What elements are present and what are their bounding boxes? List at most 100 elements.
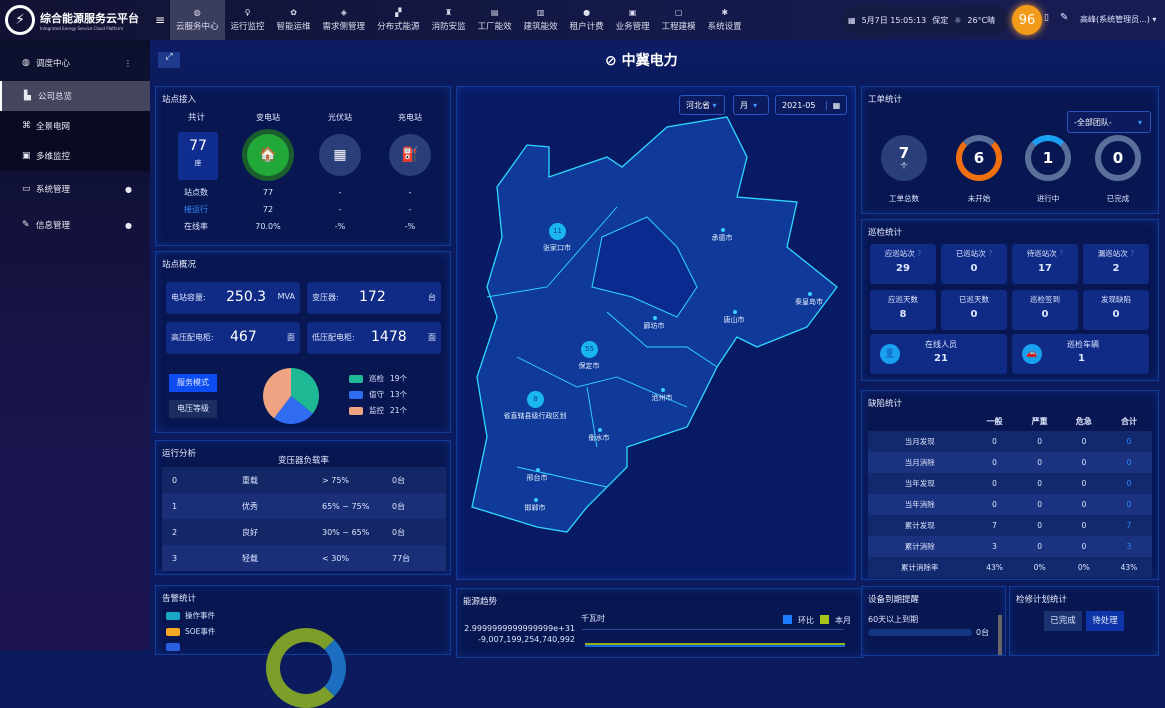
pie-slice-监控[interactable] (263, 368, 291, 419)
city[interactable]: 保定 (932, 15, 949, 25)
inspection-stat[interactable]: 漏巡站次 ? 2 (1083, 244, 1149, 284)
inspection-stat[interactable]: 待巡站次 ? 17 (1012, 244, 1078, 284)
work-order-stat[interactable]: 1 (1025, 135, 1071, 181)
book-icon[interactable]: ▯ (1044, 13, 1049, 23)
nav-item[interactable]: ✿ 智能运维 (271, 0, 317, 40)
province-select[interactable]: 河北省 ▾ (679, 95, 725, 115)
sidebar-item[interactable]: ▣ 多维监控 (0, 141, 150, 171)
factory-icon: ▤ (490, 8, 499, 17)
settings-icon: ✱ (721, 8, 729, 17)
help-icon: ? (914, 249, 922, 258)
nav-item[interactable]: ♜ 消防安监 (426, 0, 472, 40)
team-select[interactable]: -全部团队- ▾ (1067, 111, 1151, 133)
stat-value: 467 (230, 329, 257, 345)
user-menu[interactable]: 高峰(系统管理员...) ▾ (1080, 15, 1157, 24)
nav-item[interactable]: ▤ 工厂能效 (472, 0, 518, 40)
sidebar-item[interactable]: ▙ 公司总览 (0, 81, 150, 111)
sidebar-item[interactable]: ▭ 系统管理 ● (0, 171, 150, 207)
nav-item[interactable]: ◈ 需求侧管理 (317, 0, 372, 40)
nav-label: 智能运维 (276, 22, 311, 32)
pie-slice-值守[interactable] (274, 396, 313, 424)
solar-panel-icon[interactable]: ▦ (319, 134, 361, 176)
inspection-stat[interactable]: 应巡天数 8 (870, 290, 936, 330)
hebei-map[interactable] (457, 87, 857, 581)
period-select[interactable]: 月 ▾ (733, 95, 769, 115)
date-picker[interactable]: 2021-05 ▦ (775, 95, 847, 115)
nav-item[interactable]: ✱ 系统设置 (702, 0, 748, 40)
completed-button[interactable]: 已完成 (1044, 611, 1082, 631)
city-label[interactable]: 邯郸市 (524, 504, 546, 512)
column-header (868, 411, 972, 431)
table-cell: 当年消除 (904, 500, 935, 509)
score-badge[interactable]: 96 (1012, 5, 1042, 35)
table-row: 2 良好 30% ~ 65% 0台 (162, 519, 446, 545)
nav-item[interactable]: ● 租户计费 (564, 0, 610, 40)
defect-panel: 缺陷统计 一般 严重 危急 合计 当月发现 0 0 0 0 当月消除 0 0 0 0 当年发现 0 0 0 0 当年消… (861, 390, 1159, 580)
city-label[interactable]: 沧州市 (651, 394, 673, 402)
patrol-vehicle-card[interactable]: 🚗 巡检车辆 1 (1012, 334, 1149, 374)
charging-station-icon[interactable]: ⛽ (389, 134, 431, 176)
legend-item: SOE事件 (166, 627, 215, 637)
inspection-stat[interactable]: 已巡站次 ? 0 (941, 244, 1007, 284)
inspection-stat[interactable]: 应巡站次 ? 29 (870, 244, 936, 284)
city-label[interactable]: 张家口市 (543, 244, 571, 252)
nav-item[interactable]: ▣ 业务管理 (610, 0, 656, 40)
scrollbar[interactable] (998, 615, 1002, 655)
city-label[interactable]: 承德市 (711, 234, 733, 242)
city-label[interactable]: 唐山市 (723, 316, 745, 324)
nav-item[interactable]: ♀ 运行监控 (225, 0, 271, 40)
city-label[interactable]: 衡水市 (588, 434, 610, 442)
stat-label: 电站容量: (171, 293, 206, 302)
work-order-stat[interactable]: 0 (1095, 135, 1141, 181)
city-dot (661, 388, 665, 392)
city-count-marker[interactable]: 11 (549, 223, 566, 240)
online-staff-card[interactable]: 👤 在线人员 21 (870, 334, 1007, 374)
desktop-icon: ▭ (22, 184, 31, 194)
inspection-stat[interactable]: 发现缺陷 0 (1083, 290, 1149, 330)
table-row: 当月消除 0 0 0 0 (868, 452, 1152, 473)
city-label[interactable]: 邢台市 (526, 474, 548, 482)
nav-item[interactable]: ▞ 分布式能源 (371, 0, 426, 40)
city-dot (598, 428, 602, 432)
map-panel: 河北省 ▾ 月 ▾ 2021-05 ▦ 11 张家口市 承德市秦皇岛市唐山市廊坊市 55… (456, 86, 856, 580)
city-count-marker[interactable]: 8 (527, 391, 544, 408)
service-mode-button[interactable]: 服务模式 (169, 374, 217, 392)
city-label[interactable]: 保定市 (578, 362, 600, 370)
city-dot (653, 316, 657, 320)
table-row: 累计发现 7 0 0 7 (868, 515, 1152, 536)
work-order-unit: 个 (900, 162, 908, 170)
pie-slice-巡检[interactable] (291, 368, 319, 414)
panel-title: 站点概况 (162, 260, 197, 270)
table-cell: 0 (992, 500, 997, 509)
pending-button[interactable]: 待处理 (1086, 611, 1124, 631)
inspection-stat[interactable]: 已巡天数 0 (941, 290, 1007, 330)
nav-item[interactable]: ▢ 工程建模 (656, 0, 702, 40)
city-label[interactable]: 廊坊市 (643, 322, 665, 330)
nav-item[interactable]: ▥ 建筑能效 (518, 0, 564, 40)
table-row: 1 优秀 65% ~ 75% 0台 (162, 493, 446, 519)
substation-icon[interactable]: 🏠 (247, 134, 289, 176)
table-cell: 1 (172, 501, 178, 511)
work-order-stat[interactable]: 6 (956, 135, 1002, 181)
stat-label: 低压配电柜: (312, 333, 355, 342)
panel-title: 巡检统计 (868, 228, 903, 238)
page-title: ⊘ 中冀电力 (605, 53, 678, 69)
city-count-marker[interactable]: 55 (581, 341, 598, 358)
work-order-label: 已完成 (1106, 194, 1130, 203)
work-order-value: 6 (973, 149, 985, 167)
table-cell: 优秀 (242, 501, 258, 511)
sidebar-item[interactable]: ◍ 调度中心 ⋮ (0, 45, 150, 81)
row-value: 72 (262, 205, 274, 214)
city-label[interactable]: 秦皇岛市 (795, 298, 823, 306)
station-type-label: 变电站 (256, 113, 280, 122)
city-label[interactable]: 省直辖县级行政区划 (503, 412, 567, 420)
sidebar-item[interactable]: ✎ 信息管理 ● (0, 207, 150, 243)
brush-icon[interactable]: ✎ (1060, 12, 1069, 23)
menu-toggle-icon[interactable]: ≡ (154, 13, 166, 27)
nav-item[interactable]: ◍ 云服务中心 (170, 0, 225, 40)
inspection-stat[interactable]: 巡检签到 0 (1012, 290, 1078, 330)
expand-icon[interactable]: ⤢ (158, 52, 180, 68)
voltage-level-button[interactable]: 电压等级 (169, 400, 217, 418)
sidebar-item[interactable]: ⌘ 全景电网 (0, 111, 150, 141)
